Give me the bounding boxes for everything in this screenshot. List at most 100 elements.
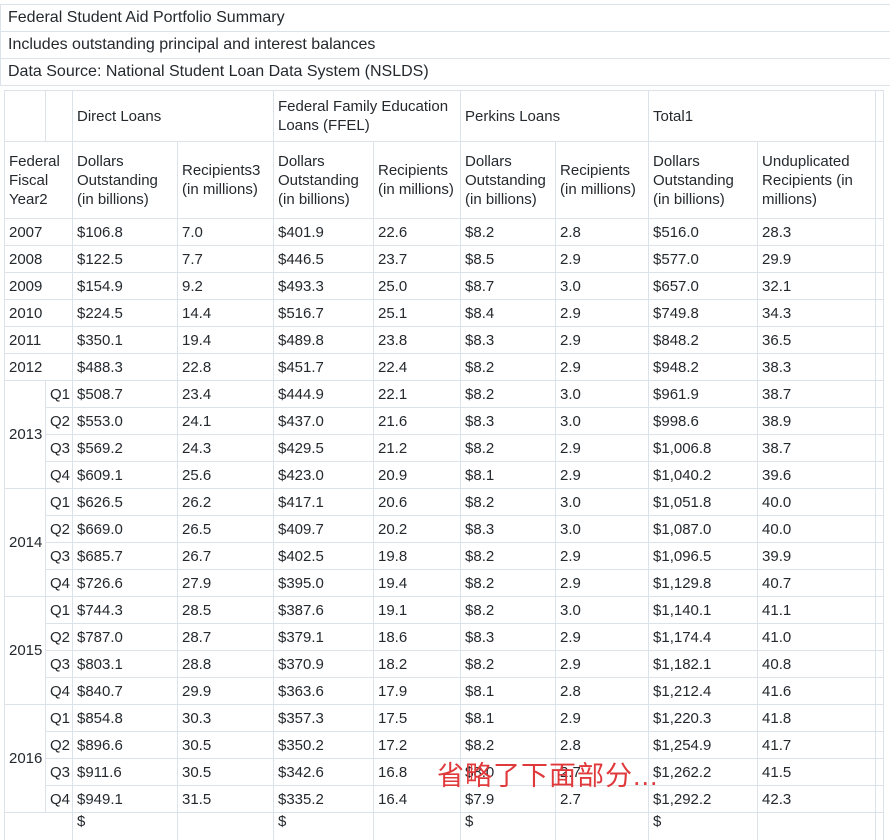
quarter-cell: Q1: [45, 704, 73, 732]
table-row: Q2 $669.0 26.5 $409.7 20.2 $8.3 3.0 $1,087.0 40.…: [5, 515, 885, 543]
data-cell: $516.7: [273, 299, 374, 327]
table-row: 2013 Q1 $508.7 23.4 $444.9 22.1 $8.2 3.0 $961.9 3…: [4, 380, 885, 489]
data-cell: $409.7: [273, 515, 374, 543]
data-cell: $8.2: [460, 218, 557, 246]
data-cell: $1,140.1: [648, 596, 759, 624]
column-header-cell: Dollars Outstanding (in billions): [72, 141, 178, 219]
quarter-cell: Q1: [45, 380, 73, 408]
year-cell: 2014: [4, 488, 46, 597]
data-cell: 30.3: [177, 704, 274, 732]
data-cell: $1,262.2: [648, 758, 759, 786]
table-row: Q4 $609.1 25.6 $423.0 20.9 $8.1 2.9 $1,040.2 39.…: [5, 461, 885, 489]
year-cell: 2007: [4, 218, 73, 246]
data-cell: 2.8: [555, 731, 650, 759]
data-cell: 28.7: [177, 623, 274, 651]
data-cell: $: [273, 812, 374, 840]
data-cell: 39.9: [757, 542, 877, 570]
sliver-cell: [875, 542, 885, 570]
data-cell: $335.2: [273, 785, 374, 813]
data-cell: 3.0: [555, 380, 650, 408]
data-cell: 38.9: [757, 407, 877, 435]
data-cell: 2.8: [555, 677, 650, 705]
data-cell: $749.8: [648, 299, 759, 327]
data-cell: 2.9: [555, 542, 650, 570]
table-row: 2015 Q1 $744.3 28.5 $387.6 19.1 $8.2 3.0 $1,140.…: [4, 596, 885, 705]
data-cell: $489.8: [273, 326, 374, 354]
data-cell: $8.1: [460, 704, 557, 732]
sliver-cell: [875, 218, 885, 246]
data-cell: $1,051.8: [648, 488, 759, 516]
table-row: Q3 $911.6 30.5 $342.6 16.8 $8.0 2.7 $1,262.2 41.…: [5, 758, 885, 786]
data-cell: 3.0: [555, 272, 650, 300]
column-header-cell: Unduplicated Recipients (in millions): [757, 141, 877, 219]
year-cell: [4, 812, 73, 840]
data-cell: 21.2: [372, 434, 462, 462]
data-cell: 38.3: [757, 353, 877, 381]
report-header: Federal Student Aid Portfolio Summary In…: [0, 4, 890, 86]
data-cell: $516.0: [648, 218, 759, 246]
table-row: 2011 $350.1 19.4 $489.8 23.8 $8.3 2.9 $848.2 36.…: [4, 326, 885, 354]
data-cell: $395.0: [273, 569, 374, 597]
data-cell: $: [72, 812, 178, 840]
quarter-cell: Q3: [45, 434, 73, 462]
data-cell: $911.6: [72, 758, 178, 786]
data-cell: $379.1: [273, 623, 374, 651]
data-cell: 22.1: [372, 380, 462, 408]
data-cell: $998.6: [648, 407, 759, 435]
data-cell: 2.9: [555, 353, 650, 381]
sliver-cell: [875, 461, 885, 489]
data-cell: 22.6: [372, 218, 462, 246]
quarter-cell: Q4: [45, 461, 73, 489]
data-cell: 23.8: [372, 326, 462, 354]
data-cell: $8.7: [460, 272, 557, 300]
column-header-cell: Dollars Outstanding (in billions): [648, 141, 759, 219]
data-cell: $350.1: [72, 326, 178, 354]
table-row: 2009 $154.9 9.2 $493.3 25.0 $8.7 3.0 $657.0 32.1: [4, 272, 885, 300]
data-cell: 26.5: [177, 515, 274, 543]
data-cell: $669.0: [72, 515, 178, 543]
data-cell: 17.9: [372, 677, 462, 705]
data-cell: $8.5: [460, 245, 557, 273]
quarter-cell: Q4: [45, 785, 73, 813]
sliver-cell: [875, 272, 885, 300]
data-cell: 23.7: [372, 245, 462, 273]
data-cell: 30.5: [177, 731, 274, 759]
group-header-row: Direct Loans Federal Family Education Loa…: [4, 90, 885, 142]
data-cell: 9.2: [177, 272, 274, 300]
data-cell: 7.7: [177, 245, 274, 273]
data-cell: $553.0: [72, 407, 178, 435]
sliver-cell: [875, 141, 885, 219]
omitted-note-annotation: 省略了下面部分...: [437, 761, 659, 791]
sliver-cell: [875, 407, 885, 435]
year-cell: 2009: [4, 272, 73, 300]
sliver-cell: [875, 434, 885, 462]
table-row: 2014 Q1 $626.5 26.2 $417.1 20.6 $8.2 3.0 $1,051.…: [4, 488, 885, 597]
corner-quarter-cell: [45, 90, 73, 142]
data-cell: 30.5: [177, 758, 274, 786]
column-header-cell: Dollars Outstanding (in billions): [460, 141, 557, 219]
data-cell: 27.9: [177, 569, 274, 597]
data-cell: $8.4: [460, 299, 557, 327]
data-cell: $1,006.8: [648, 434, 759, 462]
data-cell: $896.6: [72, 731, 178, 759]
data-cell: $224.5: [72, 299, 178, 327]
data-cell: 2.7: [555, 758, 650, 786]
data-cell: 14.4: [177, 299, 274, 327]
data-cell: 36.5: [757, 326, 877, 354]
data-cell: 28.5: [177, 596, 274, 624]
data-cell: $948.2: [648, 353, 759, 381]
table-row: Q2 $787.0 28.7 $379.1 18.6 $8.3 2.9 $1,174.4 41.…: [5, 623, 885, 651]
quarter-cell: Q3: [45, 542, 73, 570]
data-cell: $1,174.4: [648, 623, 759, 651]
data-cell: 40.0: [757, 515, 877, 543]
data-cell: $8.2: [460, 542, 557, 570]
data-cell: $1,040.2: [648, 461, 759, 489]
data-cell: $8.0: [460, 758, 557, 786]
data-cell: 3.0: [555, 596, 650, 624]
data-cell: $446.5: [273, 245, 374, 273]
table-row: Q4 $840.7 29.9 $363.6 17.9 $8.1 2.8 $1,212.4 41.…: [5, 677, 885, 705]
sliver-cell: [875, 623, 885, 651]
corner-year-cell: [4, 90, 46, 142]
data-cell: 26.7: [177, 542, 274, 570]
sliver-cell: [875, 650, 885, 678]
